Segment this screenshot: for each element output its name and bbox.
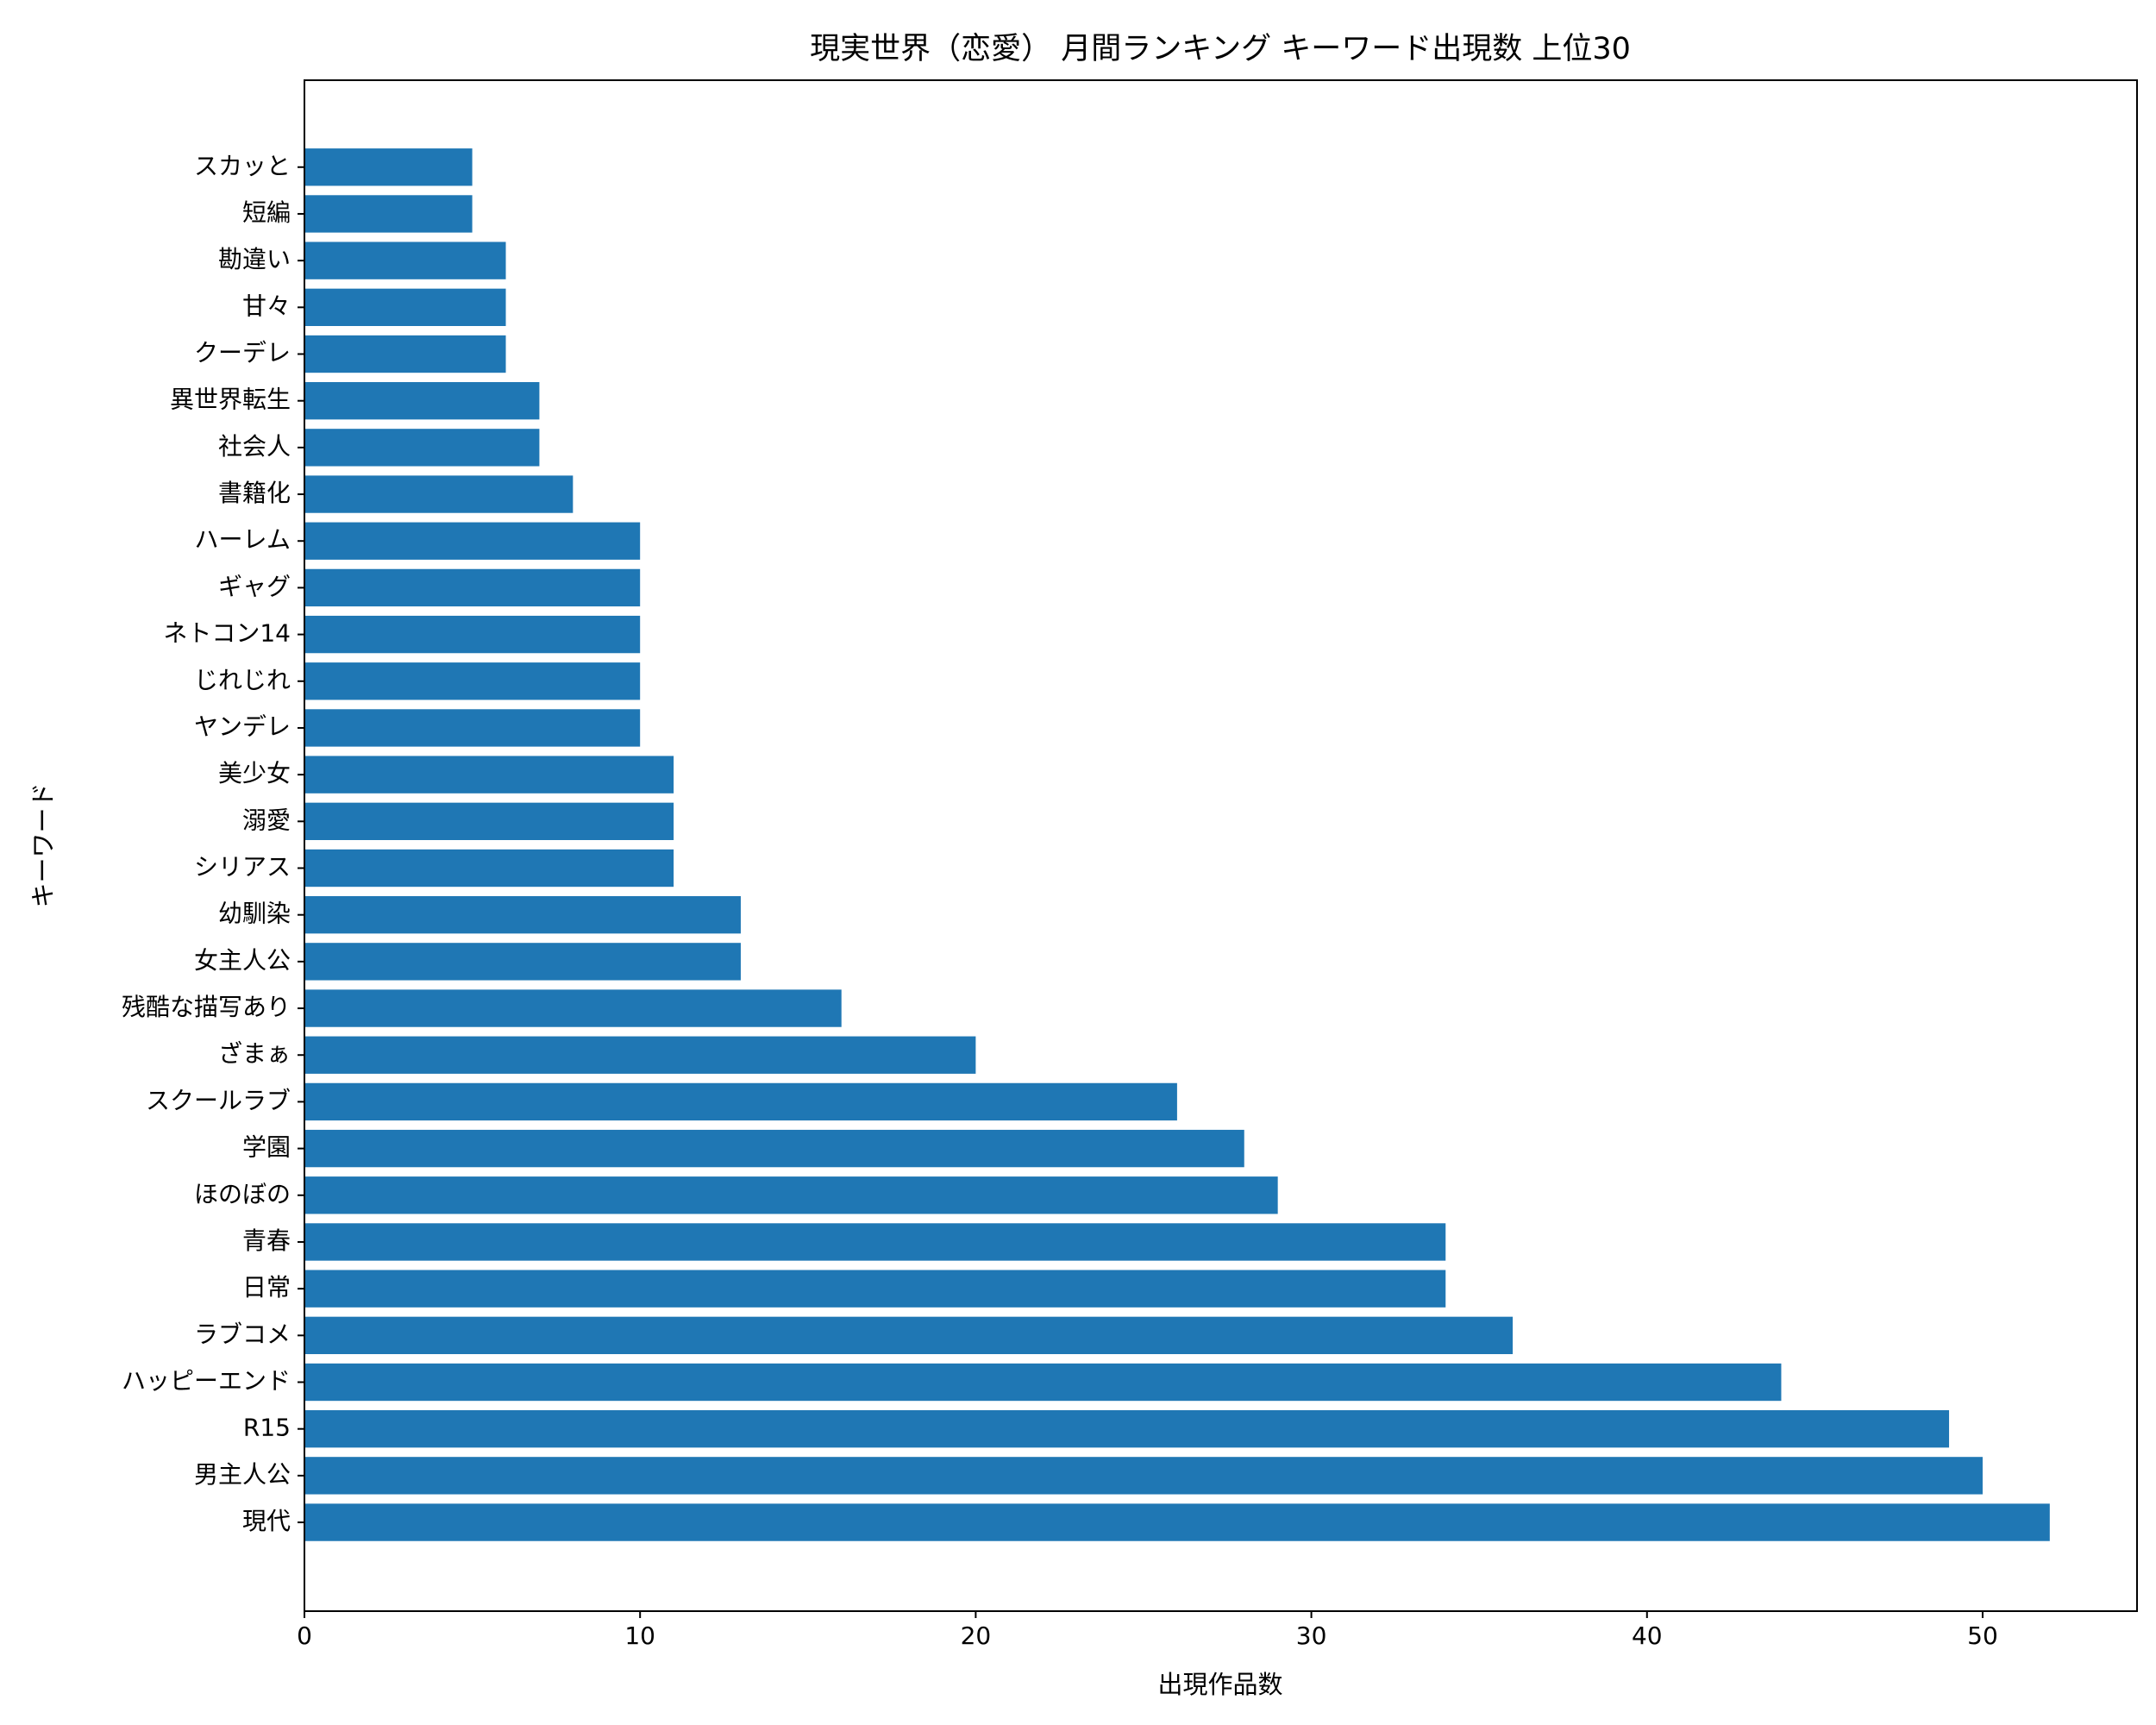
bar — [304, 709, 641, 747]
y-tick-label: R15 — [243, 1414, 291, 1442]
y-tick-label: シリアス — [194, 853, 291, 881]
y-tick-label: 書籍化 — [218, 479, 291, 507]
bar — [304, 1082, 1177, 1121]
y-tick-label: ヤンデレ — [194, 712, 291, 741]
bar — [304, 662, 641, 700]
bar — [304, 475, 573, 513]
y-tick-label: ハッピーエンド — [122, 1367, 291, 1396]
y-tick-label: じれじれ — [194, 666, 291, 694]
bar — [304, 1316, 1514, 1354]
y-tick-label: ほのぼの — [194, 1180, 291, 1208]
y-tick-label: スクールラブ — [146, 1086, 291, 1114]
y-tick-label: ネトコン14 — [163, 619, 291, 648]
bar — [304, 242, 506, 279]
y-tick-label: 社会人 — [218, 432, 291, 461]
bar — [304, 1410, 1950, 1448]
bar — [304, 195, 473, 233]
y-tick-label: ギャグ — [218, 572, 291, 600]
bar — [304, 429, 540, 467]
plot-frame — [304, 79, 2138, 1612]
bar — [304, 1176, 1278, 1214]
bar — [304, 1457, 1983, 1495]
bar — [304, 1503, 2050, 1541]
y-tick-label: 異世界転生 — [170, 386, 291, 414]
y-tick-label: 勘違い — [218, 245, 291, 273]
bar — [304, 615, 641, 654]
y-tick-label: ハーレム — [195, 525, 291, 554]
y-tick-label: 短編 — [242, 198, 291, 227]
y-tick-label: ラブコメ — [194, 1320, 291, 1348]
x-tick-label: 40 — [1632, 1622, 1663, 1650]
y-tick-label: 青春 — [242, 1226, 291, 1255]
x-tick-label: 20 — [961, 1622, 992, 1650]
chart-title: 現実世界（恋愛） 月間ランキング キーワード出現数 上位30 — [810, 32, 1631, 66]
y-tick-label: 現代 — [242, 1507, 291, 1535]
bar — [304, 1363, 1782, 1402]
y-tick-label: 残酷な描写あり — [122, 993, 291, 1021]
bar — [304, 148, 473, 186]
bar — [304, 1129, 1244, 1168]
y-tick-label: 男主人公 — [194, 1460, 291, 1489]
bar — [304, 1223, 1446, 1261]
x-tick-label: 50 — [1967, 1622, 1998, 1650]
y-tick-label: 女主人公 — [194, 946, 291, 975]
y-tick-label: クーデレ — [194, 339, 291, 367]
y-tick-label: ざまぁ — [218, 1039, 291, 1068]
y-tick-label: 学園 — [242, 1133, 291, 1162]
bar — [304, 943, 741, 981]
y-tick-label: 幼馴染 — [218, 900, 291, 928]
bar — [304, 568, 641, 607]
y-tick-label: スカッと — [194, 152, 291, 180]
x-tick-label: 30 — [1296, 1622, 1327, 1650]
bar — [304, 288, 506, 326]
bar — [304, 896, 741, 934]
bar — [304, 802, 674, 840]
y-tick-label: 溺愛 — [242, 806, 291, 834]
bar — [304, 1270, 1446, 1308]
bar — [304, 382, 540, 420]
x-tick-label: 10 — [624, 1622, 655, 1650]
bar — [304, 335, 506, 373]
y-tick-label: 甘々 — [242, 292, 291, 320]
x-tick-label: 0 — [297, 1622, 312, 1650]
bar — [304, 989, 842, 1027]
y-tick-label: 美少女 — [218, 759, 291, 787]
bar — [304, 756, 674, 794]
bar — [304, 1036, 976, 1074]
bar — [304, 849, 674, 888]
y-tick-label: 日常 — [242, 1273, 291, 1302]
bar — [304, 522, 641, 560]
x-axis-label: 出現作品数 — [1157, 1670, 1282, 1699]
y-axis-label: キーワード — [28, 782, 58, 907]
